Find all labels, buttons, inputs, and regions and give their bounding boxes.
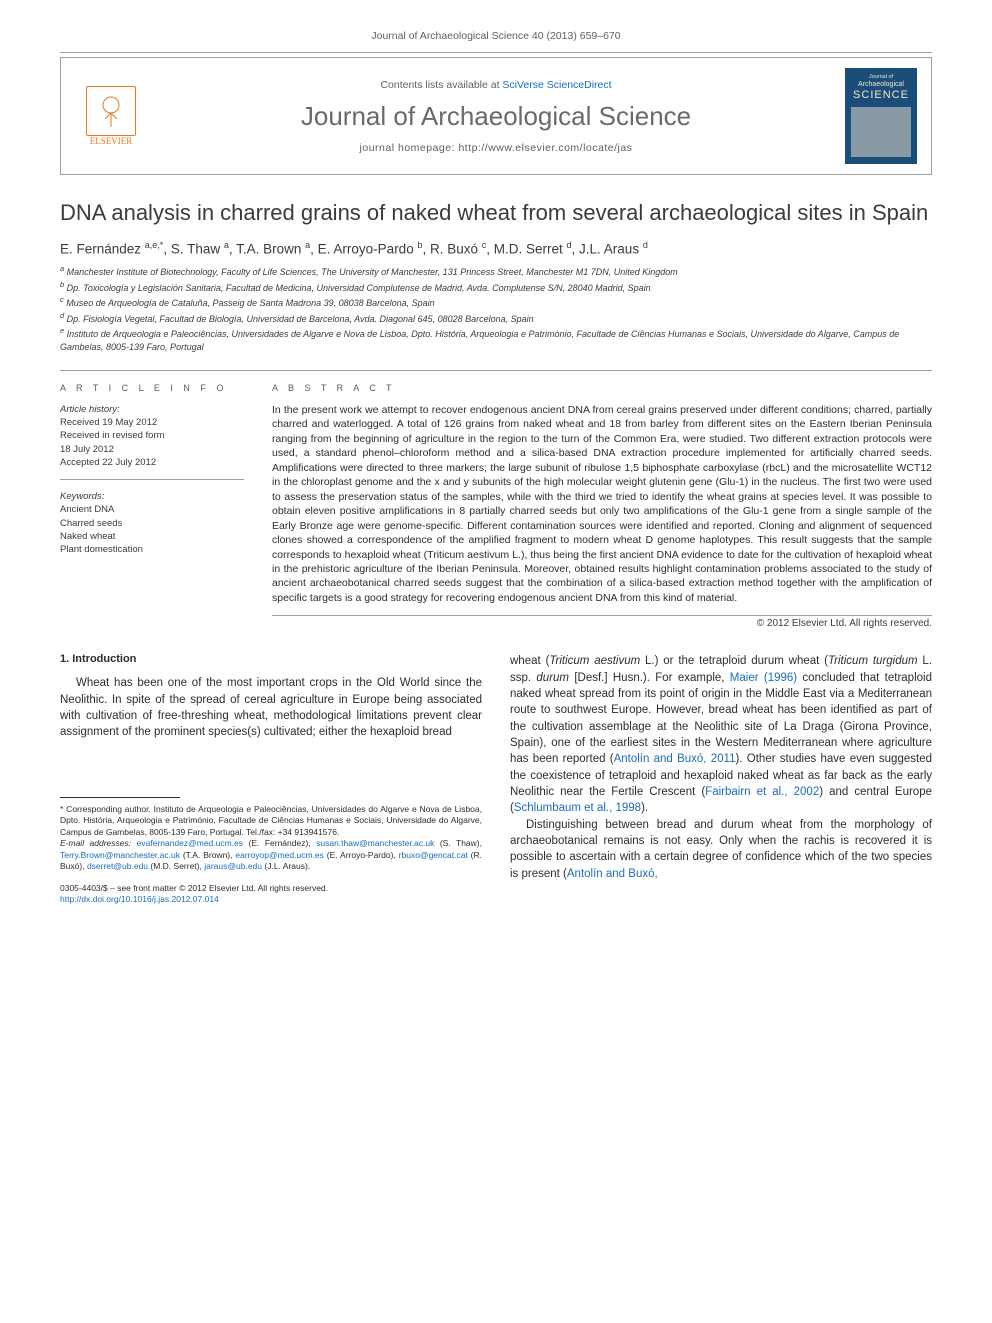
journal-name: Journal of Archaeological Science bbox=[161, 101, 831, 132]
keyword: Ancient DNA bbox=[60, 503, 244, 516]
cover-line1: Journal of bbox=[869, 74, 893, 80]
email-link[interactable]: jaraus@ub.edu bbox=[204, 861, 262, 871]
cover-line3: SCIENCE bbox=[853, 89, 909, 101]
cite-maier-1996[interactable]: Maier (1996) bbox=[730, 672, 797, 684]
cite-antolin-buxo-2011[interactable]: Antolín and Buxó, 2011 bbox=[614, 753, 736, 765]
accepted-date: Accepted 22 July 2012 bbox=[60, 456, 244, 469]
corresponding-author-footnote: * Corresponding author. Instituto de Arq… bbox=[60, 804, 482, 838]
abstract-copyright: © 2012 Elsevier Ltd. All rights reserved… bbox=[272, 618, 932, 629]
email-label: E-mail addresses: bbox=[60, 838, 131, 848]
keyword: Charred seeds bbox=[60, 517, 244, 530]
body-columns: 1. Introduction Wheat has been one of th… bbox=[60, 653, 932, 905]
affiliations: a Manchester Institute of Biotechnology,… bbox=[60, 264, 932, 354]
email-link[interactable]: evafernandez@med.ucm.es bbox=[137, 838, 243, 848]
abstract-label: A B S T R A C T bbox=[272, 383, 932, 393]
running-head: Journal of Archaeological Science 40 (20… bbox=[60, 30, 932, 42]
keyword: Naked wheat bbox=[60, 530, 244, 543]
journal-masthead: ELSEVIER Contents lists available at Sci… bbox=[60, 57, 932, 175]
col1-p1: Wheat has been one of the most important… bbox=[60, 675, 482, 740]
cite-fairbairn-2002[interactable]: Fairbairn et al., 2002 bbox=[705, 786, 819, 798]
elsevier-tree-icon bbox=[86, 86, 136, 136]
homepage-label: journal homepage: bbox=[360, 142, 459, 154]
email-link[interactable]: rbuxo@gencat.cat bbox=[399, 850, 468, 860]
email-link[interactable]: susan.thaw@manchester.ac.uk bbox=[316, 838, 434, 848]
received-date: Received 19 May 2012 bbox=[60, 416, 244, 429]
keywords-block: Keywords: Ancient DNACharred seedsNaked … bbox=[60, 490, 244, 556]
abstract-column: A B S T R A C T In the present work we a… bbox=[272, 383, 932, 630]
article-info-label: A R T I C L E I N F O bbox=[60, 383, 244, 393]
section-heading-intro: 1. Introduction bbox=[60, 653, 482, 665]
cover-photo-placeholder bbox=[851, 107, 911, 157]
keyword: Plant domestication bbox=[60, 543, 244, 556]
cite-antolin-buxo-cont[interactable]: Antolín and Buxó, bbox=[567, 868, 658, 880]
history-label: Article history: bbox=[60, 403, 244, 416]
article-info-column: A R T I C L E I N F O Article history: R… bbox=[60, 383, 244, 630]
email-link[interactable]: dserret@ub.edu bbox=[87, 861, 148, 871]
body-col-right: wheat (Triticum aestivum L.) or the tetr… bbox=[510, 653, 932, 905]
abstract-text: In the present work we attempt to recove… bbox=[272, 403, 932, 617]
elsevier-label: ELSEVIER bbox=[90, 136, 133, 146]
corr-label: * Corresponding author. bbox=[60, 804, 151, 814]
revised-date: 18 July 2012 bbox=[60, 443, 244, 456]
col2-p1: wheat (Triticum aestivum L.) or the tetr… bbox=[510, 653, 932, 816]
doi-link[interactable]: http://dx.doi.org/10.1016/j.jas.2012.07.… bbox=[60, 894, 219, 904]
body-col-left: 1. Introduction Wheat has been one of th… bbox=[60, 653, 482, 905]
author-list: E. Fernández a,e,*, S. Thaw a, T.A. Brow… bbox=[60, 240, 932, 257]
contents-available: Contents lists available at SciVerse Sci… bbox=[161, 79, 831, 91]
revised-label: Received in revised form bbox=[60, 429, 244, 442]
email-footnote: E-mail addresses: evafernandez@med.ucm.e… bbox=[60, 838, 482, 872]
footnote-rule bbox=[60, 797, 180, 798]
col2-p2: Distinguishing between bread and durum w… bbox=[510, 817, 932, 882]
elsevier-logo: ELSEVIER bbox=[75, 74, 147, 158]
journal-homepage: journal homepage: http://www.elsevier.co… bbox=[161, 142, 831, 154]
sciencedirect-link[interactable]: SciVerse ScienceDirect bbox=[502, 79, 611, 91]
journal-cover-thumb: Journal of Archaeological SCIENCE bbox=[845, 68, 917, 164]
cite-schlumbaum-1998[interactable]: Schlumbaum et al., 1998 bbox=[514, 802, 641, 814]
cover-line2: Archaeological bbox=[858, 81, 904, 88]
intro-para-1: Wheat has been one of the most important… bbox=[60, 675, 482, 740]
journal-center: Contents lists available at SciVerse Sci… bbox=[161, 79, 831, 154]
keywords-label: Keywords: bbox=[60, 490, 244, 503]
rule bbox=[60, 52, 932, 53]
info-abstract-row: A R T I C L E I N F O Article history: R… bbox=[60, 370, 932, 630]
intro-para-cont: wheat (Triticum aestivum L.) or the tetr… bbox=[510, 653, 932, 882]
email-link[interactable]: Terry.Brown@manchester.ac.uk bbox=[60, 850, 180, 860]
front-matter-line: 0305-4403/$ – see front matter © 2012 El… bbox=[60, 883, 482, 894]
doi-block: 0305-4403/$ – see front matter © 2012 El… bbox=[60, 883, 482, 906]
article-title: DNA analysis in charred grains of naked … bbox=[60, 199, 932, 228]
homepage-url[interactable]: http://www.elsevier.com/locate/jas bbox=[458, 142, 632, 154]
article-history: Article history: Received 19 May 2012 Re… bbox=[60, 403, 244, 480]
email-link[interactable]: earroyop@med.ucm.es bbox=[235, 850, 323, 860]
contents-prefix: Contents lists available at bbox=[380, 79, 502, 91]
